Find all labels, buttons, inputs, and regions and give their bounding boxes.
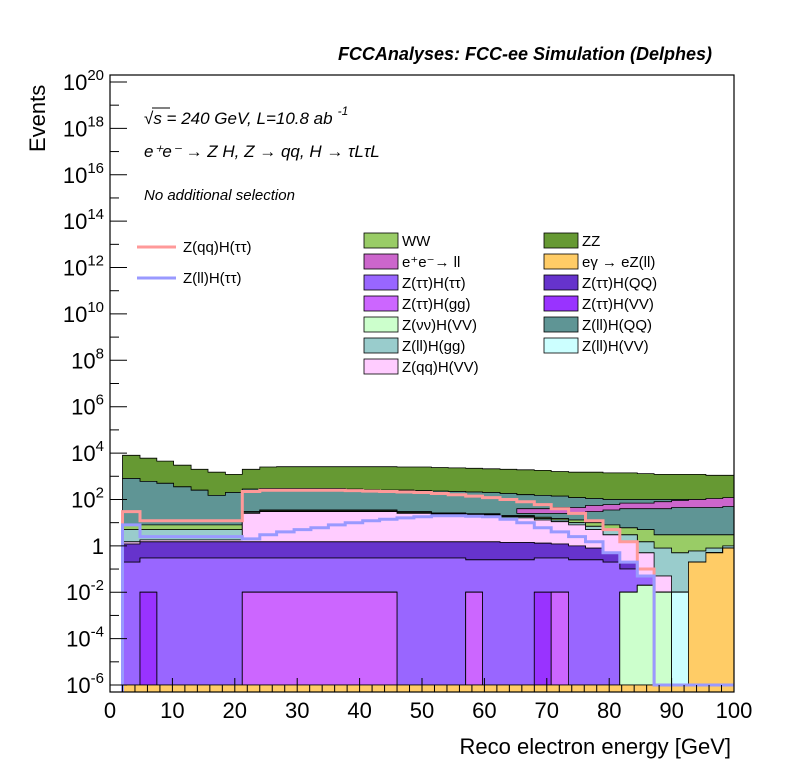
legend-label: Z(ττ)H(gg) <box>402 296 471 313</box>
legend-label: e⁺e⁻→ ll <box>402 254 460 271</box>
x-tick-label: 30 <box>285 698 309 723</box>
legend-swatch <box>363 316 399 333</box>
x-tick-label: 10 <box>160 698 184 723</box>
line-z-qq-h <box>121 488 734 692</box>
x-axis-label: Reco electron energy [GeV] <box>460 734 731 759</box>
legend-label: Z(ττ)H(VV) <box>582 296 654 313</box>
y-tick-label: 1 <box>92 534 104 559</box>
x-tick-label: 60 <box>472 698 496 723</box>
y-tick-label: 102 <box>71 484 104 512</box>
legend-swatch <box>543 253 579 270</box>
legend-swatch <box>363 337 399 354</box>
legend-swatch <box>543 337 579 354</box>
legend-label: Z(ττ)H(QQ) <box>582 275 657 292</box>
legend-label: ZZ <box>582 233 600 250</box>
x-tick-label: 50 <box>410 698 434 723</box>
legend-label: Z(ll)H(VV) <box>582 338 649 355</box>
y-tick-label: 1016 <box>63 160 104 188</box>
legend-label: WW <box>402 233 431 250</box>
legend-label: Z(ll)H(ττ) <box>183 270 242 287</box>
legend-swatch <box>543 232 579 249</box>
y-tick-label: 10-4 <box>66 624 104 652</box>
legend: Z(qq)H(ττ) Z(ll)H(ττ) WW ZZ e⁺e⁻→ ll eγ → eZ(… <box>137 232 657 376</box>
legend-swatch <box>363 274 399 291</box>
legend-label: eγ → eZ(ll) <box>582 254 655 271</box>
legend-swatch <box>543 316 579 333</box>
annotation-energy: √s = 240 GeV, L=10.8 ab -1 <box>144 104 348 128</box>
y-tick-label: 10-6 <box>66 670 104 698</box>
y-axis-label: Events <box>25 85 50 152</box>
y-tick-label: 10-2 <box>66 577 104 605</box>
y-axis: 1020 1018 1016 1014 1012 1010 108 106 104 102 1 10-… <box>63 67 127 698</box>
legend-label: Z(ll)H(QQ) <box>582 317 652 334</box>
x-tick-label: 40 <box>347 698 371 723</box>
line-z-ll-h <box>121 514 734 692</box>
x-tick-label: 70 <box>535 698 559 723</box>
x-tick-label: 100 <box>716 698 753 723</box>
band-e-e-ll <box>516 497 735 514</box>
legend-swatch <box>363 232 399 249</box>
legend-label: Z(qq)H(ττ) <box>183 239 252 256</box>
legend-label: Z(qq)H(VV) <box>402 359 479 376</box>
stacked-bands <box>122 454 735 693</box>
y-tick-label: 104 <box>71 438 104 466</box>
y-tick-label: 1018 <box>63 113 104 141</box>
legend-swatch <box>543 295 579 312</box>
legend-swatch <box>363 358 399 375</box>
y-tick-label: 106 <box>71 392 104 420</box>
y-tick-label: 1012 <box>63 253 104 281</box>
chart-title: FCCAnalyses: FCC-ee Simulation (Delphes) <box>338 44 712 64</box>
signal-lines <box>121 488 734 692</box>
y-tick-label: 1020 <box>63 67 104 95</box>
annotation-selection: No additional selection <box>144 187 295 204</box>
x-tick-label: 80 <box>597 698 621 723</box>
legend-swatch <box>363 253 399 270</box>
legend-label: Z(ττ)H(ττ) <box>402 275 466 292</box>
x-tick-label: 20 <box>223 698 247 723</box>
legend-label: Z(ll)H(gg) <box>402 338 465 355</box>
band-e-e-ll-e-ez-ll <box>122 547 735 693</box>
y-tick-label: 1014 <box>63 206 104 234</box>
y-tick-label: 108 <box>71 345 104 373</box>
legend-swatch <box>363 295 399 312</box>
legend-swatch <box>543 274 579 291</box>
annotation-process: e⁺e⁻ → Z H, Z → qq, H → τLτL <box>144 142 380 161</box>
y-tick-label: 1010 <box>63 299 104 327</box>
x-tick-label: 90 <box>659 698 683 723</box>
x-axis: 0 10 20 30 40 50 60 70 80 90 100 <box>104 678 752 723</box>
legend-label: Z(νν)H(VV) <box>402 317 477 334</box>
x-tick-label: 0 <box>104 698 116 723</box>
